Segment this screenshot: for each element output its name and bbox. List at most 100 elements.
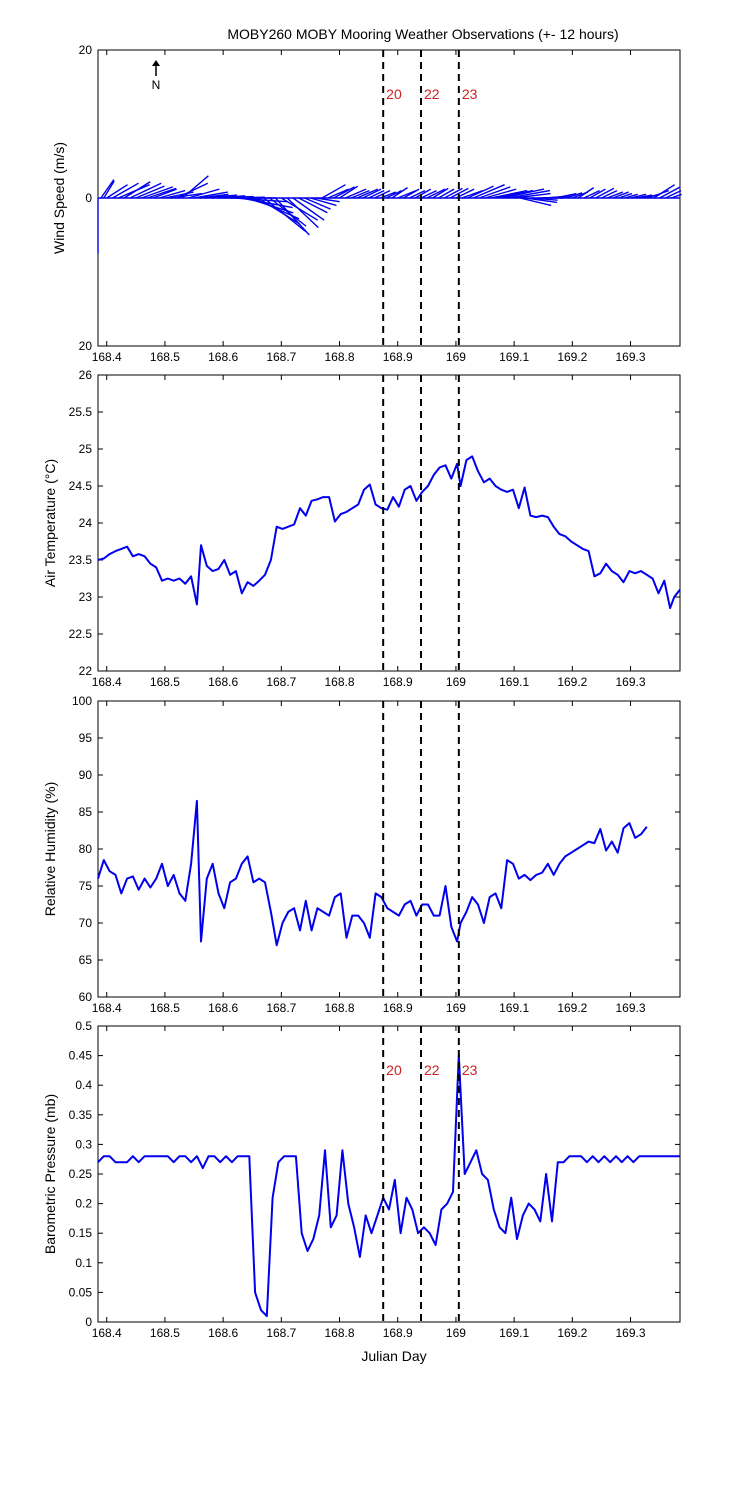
y-tick-label: 20 xyxy=(79,43,93,57)
wind-vector xyxy=(391,187,408,199)
wind-vector xyxy=(519,197,552,207)
panel-wind: 168.4 168.5 168.6 168.7 168.8 168.9 169 169.1 16… xyxy=(51,43,682,364)
wind-vector xyxy=(589,188,606,199)
series-line xyxy=(97,799,648,947)
wind-vector xyxy=(461,189,483,199)
y-tick-label: 22.5 xyxy=(69,627,93,641)
wind-vector xyxy=(409,189,426,199)
wind-vector xyxy=(583,189,600,199)
wind-vector xyxy=(112,182,139,199)
x-tick-label: 168.8 xyxy=(325,1326,355,1340)
wind-vector xyxy=(473,184,505,199)
event-marker-label: 20 xyxy=(386,1062,402,1078)
wind-vector xyxy=(135,185,165,199)
x-tick-label: 168.4 xyxy=(92,1001,122,1015)
wind-vector xyxy=(368,189,385,199)
y-tick-label: 70 xyxy=(79,916,93,930)
x-tick-label: 169.1 xyxy=(499,1326,529,1340)
wind-vectors xyxy=(97,175,682,254)
x-tick-label: 168.4 xyxy=(92,1326,122,1340)
chart-title: MOBY260 MOBY Mooring Weather Observation… xyxy=(227,26,618,42)
x-tick-label: 169.3 xyxy=(616,1001,646,1015)
wind-vector xyxy=(525,197,558,204)
x-tick-label: 168.5 xyxy=(150,350,180,364)
y-tick-label: 0.1 xyxy=(75,1256,92,1270)
y-tick-label: 0.15 xyxy=(69,1226,93,1240)
wind-vector xyxy=(350,189,370,199)
y-tick-label: 0.4 xyxy=(75,1078,92,1092)
y-axis-label: Barometric Pressure (mb) xyxy=(42,1094,58,1254)
wind-vector xyxy=(414,188,432,199)
wind-vector xyxy=(170,192,203,199)
y-tick-label: 0.45 xyxy=(69,1049,93,1063)
wind-vector xyxy=(659,186,681,199)
wind-vector xyxy=(181,175,209,199)
wind-vector xyxy=(403,188,420,199)
y-tick-label: 25.5 xyxy=(69,405,93,419)
y-tick-label: 0.3 xyxy=(75,1137,92,1151)
panel-air_temperature: 168.4 168.5 168.6 168.7 168.8 168.9 169 169.1 16… xyxy=(42,368,681,689)
wind-vector xyxy=(147,187,177,199)
wind-vector xyxy=(362,188,382,199)
x-tick-label: 169.3 xyxy=(616,1326,646,1340)
wind-vector xyxy=(333,186,355,199)
north-label: N xyxy=(152,78,161,92)
wind-vector xyxy=(467,185,494,199)
y-tick-label: 20 xyxy=(79,339,93,353)
y-tick-label: 75 xyxy=(79,879,93,893)
north-arrow-head xyxy=(152,60,160,66)
series-line xyxy=(97,1054,680,1318)
x-tick-label: 168.4 xyxy=(92,350,122,364)
wind-vector xyxy=(385,189,402,199)
x-axis-label: Julian Day xyxy=(361,1348,426,1364)
x-tick-label: 168.9 xyxy=(383,350,413,364)
wind-vector xyxy=(339,185,359,199)
x-tick-label: 169.1 xyxy=(499,1001,529,1015)
wind-vector xyxy=(560,192,577,199)
wind-vector xyxy=(286,197,319,229)
y-tick-label: 0.05 xyxy=(69,1285,93,1299)
panels: 168.4 168.5 168.6 168.7 168.8 168.9 169 169.1 16… xyxy=(42,43,682,1340)
wind-vector xyxy=(449,187,469,199)
x-tick-label: 168.9 xyxy=(383,1001,413,1015)
x-tick-label: 169 xyxy=(446,350,466,364)
wind-vector xyxy=(257,197,301,225)
x-tick-label: 169 xyxy=(446,1326,466,1340)
y-axis-label: Wind Speed (m/s) xyxy=(51,142,67,254)
y-tick-label: 60 xyxy=(79,990,93,1004)
wind-vector xyxy=(420,189,437,199)
wind-vector xyxy=(397,189,417,199)
wind-vector xyxy=(129,182,162,199)
y-tick-label: 24 xyxy=(79,516,93,530)
y-axis-label: Relative Humidity (%) xyxy=(42,782,58,917)
x-tick-label: 168.6 xyxy=(208,675,238,689)
wind-vector xyxy=(193,191,228,199)
x-tick-label: 169.2 xyxy=(557,350,587,364)
wind-vector xyxy=(188,188,220,199)
y-tick-label: 0.2 xyxy=(75,1197,92,1211)
wind-vector xyxy=(577,187,595,199)
wind-vector xyxy=(653,184,675,199)
x-tick-label: 169.3 xyxy=(616,350,646,364)
panel-relative_humidity: 168.4 168.5 168.6 168.7 168.8 168.9 169 169.1 16… xyxy=(42,694,681,1015)
event-marker-label: 20 xyxy=(386,86,402,102)
wind-vector xyxy=(566,192,583,199)
y-tick-label: 24.5 xyxy=(69,479,93,493)
wind-vector xyxy=(123,181,151,199)
x-tick-label: 168.6 xyxy=(208,350,238,364)
wind-vector xyxy=(514,192,551,199)
wind-vector xyxy=(438,188,455,199)
wind-vector xyxy=(100,179,115,199)
x-tick-label: 169.2 xyxy=(557,1326,587,1340)
x-tick-label: 168.9 xyxy=(383,1326,413,1340)
y-tick-label: 0 xyxy=(85,191,92,205)
wind-vector xyxy=(292,197,325,221)
event-marker-label: 23 xyxy=(462,1062,478,1078)
x-tick-label: 169.1 xyxy=(499,675,529,689)
wind-vector xyxy=(158,189,186,199)
x-tick-label: 168.5 xyxy=(150,1326,180,1340)
wind-vector xyxy=(595,187,615,199)
event-marker-label: 22 xyxy=(424,1062,440,1078)
wind-vector xyxy=(426,188,446,199)
